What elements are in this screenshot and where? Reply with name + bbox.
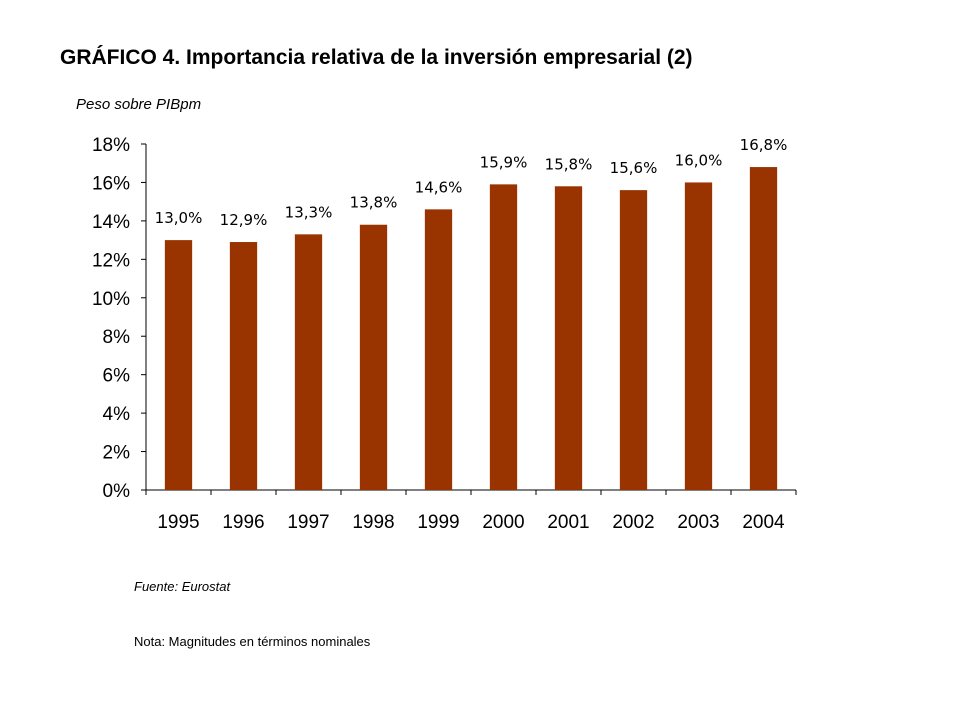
source-note: Fuente: Eurostat: [134, 579, 231, 594]
bar-1997: [294, 234, 323, 490]
data-label: 12,9%: [220, 211, 268, 229]
y-tick-label: 0%: [103, 481, 131, 502]
labels: 0% 2% 4% 6% 8% 10% 12% 14% 16% 18% 1995 13,0% 1996 12…: [92, 135, 787, 533]
bar-1998: [359, 224, 388, 490]
y-tick-label: 4%: [103, 404, 131, 425]
x-tick-label: 2004: [742, 512, 785, 533]
y-tick-label: 14%: [92, 212, 130, 233]
bar-2001: [554, 186, 583, 491]
data-label: 13,3%: [285, 203, 333, 221]
units-label: Peso sobre PIBpm: [76, 96, 202, 113]
footnote: Nota: Magnitudes en términos nominales: [134, 634, 371, 649]
x-tick-label: 2000: [482, 512, 524, 533]
chart-title: GRÁFICO 4. Importancia relativa de la in…: [60, 46, 693, 69]
data-label: 16,0%: [675, 151, 723, 169]
data-label: 13,0%: [155, 209, 203, 227]
y-tick-label: 10%: [92, 289, 130, 310]
y-tick-label: 16%: [92, 173, 130, 194]
data-label: 14,6%: [415, 178, 463, 196]
y-tick-label: 6%: [103, 366, 131, 387]
x-tick-label: 1996: [222, 512, 264, 533]
bar-2003: [684, 182, 713, 490]
bar-1999: [424, 209, 453, 490]
data-label: 15,9%: [480, 153, 528, 171]
bar-2004: [749, 167, 778, 491]
bars: [164, 167, 778, 491]
bar-1995: [164, 240, 193, 490]
y-tick-label: 8%: [103, 327, 131, 348]
data-label: 13,8%: [350, 194, 398, 212]
y-tick-label: 12%: [92, 250, 130, 271]
x-tick-label: 2003: [677, 512, 719, 533]
bar-2000: [489, 184, 518, 490]
data-label: 16,8%: [740, 136, 788, 154]
y-tick-label: 2%: [103, 443, 131, 464]
x-tick-label: 2001: [547, 512, 589, 533]
bar-1996: [229, 242, 258, 490]
x-tick-label: 1995: [157, 512, 199, 533]
data-label: 15,8%: [545, 155, 593, 173]
data-label: 15,6%: [610, 159, 658, 177]
x-tick-label: 1997: [287, 512, 329, 533]
x-tick-label: 2002: [612, 512, 654, 533]
bar-2002: [619, 190, 648, 490]
x-tick-label: 1998: [352, 512, 394, 533]
y-tick-label: 18%: [92, 135, 130, 156]
x-tick-label: 1999: [417, 512, 459, 533]
